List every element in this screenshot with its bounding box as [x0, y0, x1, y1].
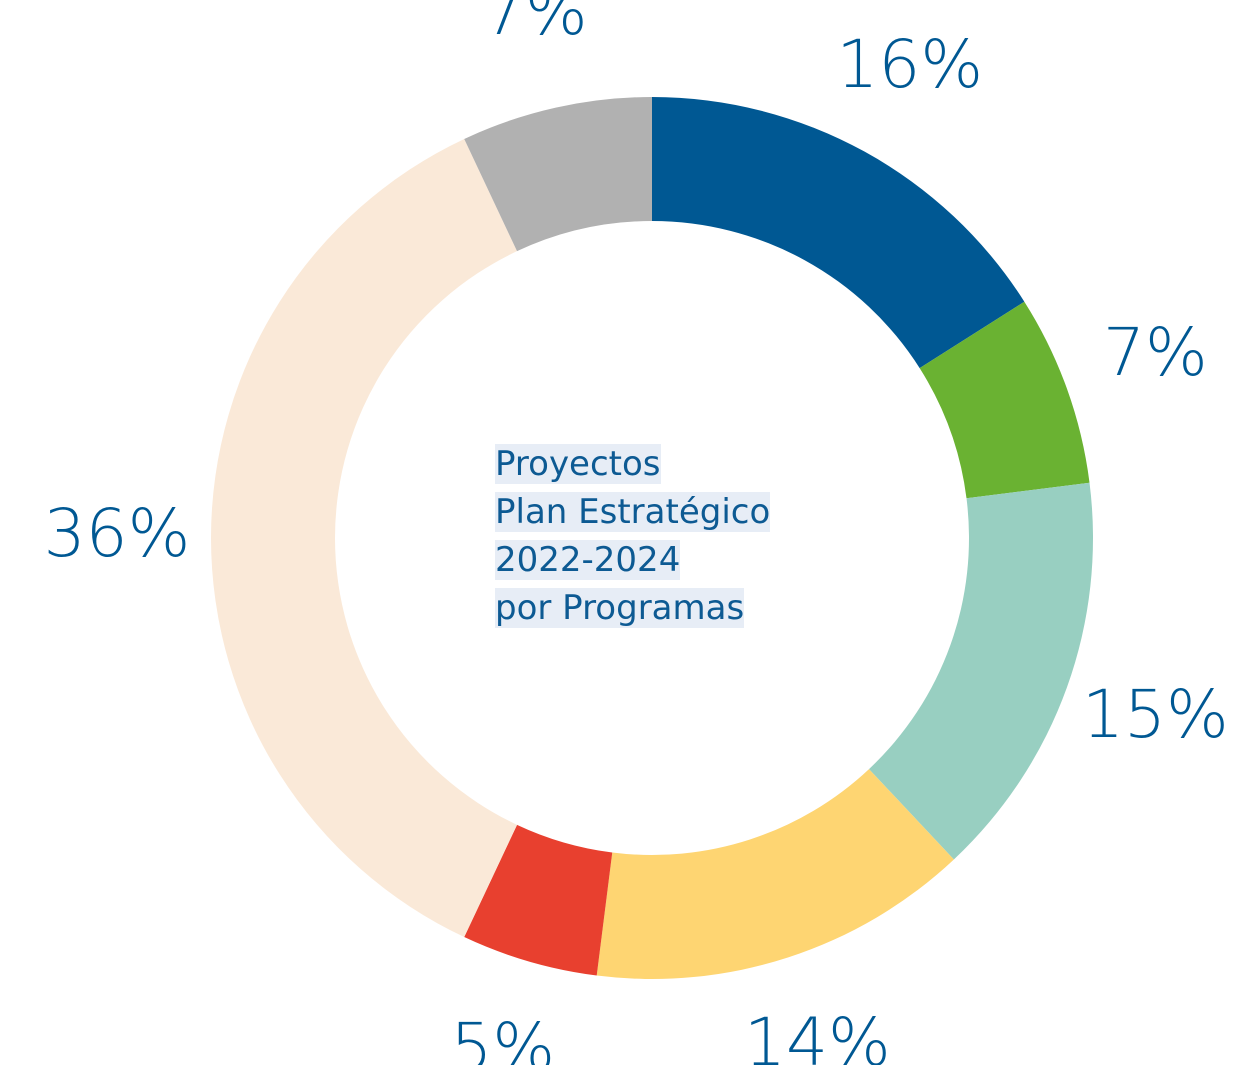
donut-segment: [919, 301, 1090, 499]
title-line: 2022-2024: [495, 540, 681, 580]
title-line: Plan Estratégico: [495, 492, 771, 532]
donut-segment: [652, 97, 1025, 369]
value-label: 7%: [483, 0, 588, 50]
donut-segment: [464, 824, 613, 976]
donut-segment: [464, 97, 652, 252]
donut-segment: [210, 138, 518, 938]
donut-segment: [869, 482, 1093, 860]
value-label: 15%: [1082, 676, 1229, 753]
value-label: 14%: [744, 1004, 891, 1065]
value-label: 36%: [44, 495, 191, 572]
center-title: Proyectos Plan Estratégico 2022-2024 por Pr…: [495, 440, 771, 632]
value-label: 5%: [450, 1009, 555, 1065]
value-label: 7%: [1103, 314, 1208, 391]
title-line: Proyectos: [495, 444, 661, 484]
title-line: por Programas: [495, 588, 745, 628]
donut-segment: [596, 769, 954, 979]
value-label: 16%: [836, 26, 983, 103]
